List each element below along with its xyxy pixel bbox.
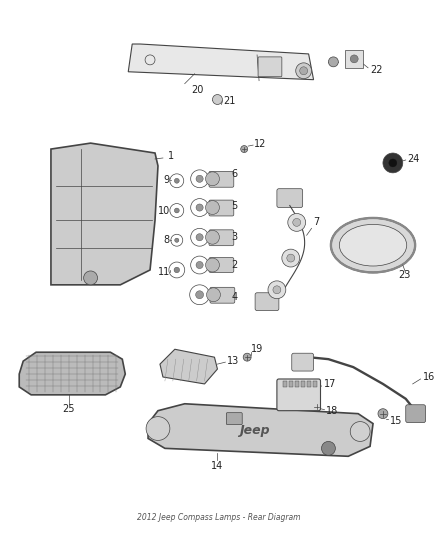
Text: 1: 1 xyxy=(168,151,174,161)
Text: 15: 15 xyxy=(390,416,402,426)
Circle shape xyxy=(328,57,338,67)
Text: 11: 11 xyxy=(158,267,170,277)
Text: 21: 21 xyxy=(223,96,236,107)
Text: 12: 12 xyxy=(254,139,266,149)
Circle shape xyxy=(205,172,219,185)
Circle shape xyxy=(273,286,281,294)
Circle shape xyxy=(350,422,370,441)
Text: 2: 2 xyxy=(231,260,237,270)
Text: 14: 14 xyxy=(211,461,223,471)
Circle shape xyxy=(196,262,203,269)
Circle shape xyxy=(389,159,397,167)
Text: 13: 13 xyxy=(227,356,240,366)
Circle shape xyxy=(350,55,358,63)
Text: 24: 24 xyxy=(408,154,420,164)
Circle shape xyxy=(241,146,247,152)
Bar xyxy=(307,381,311,387)
FancyBboxPatch shape xyxy=(226,413,242,425)
Circle shape xyxy=(293,219,300,227)
Circle shape xyxy=(196,233,203,241)
Circle shape xyxy=(196,175,203,182)
FancyBboxPatch shape xyxy=(277,189,303,207)
Bar xyxy=(295,381,299,387)
Circle shape xyxy=(296,63,311,79)
Circle shape xyxy=(205,200,219,214)
Circle shape xyxy=(174,179,179,183)
Text: 23: 23 xyxy=(398,270,410,280)
Circle shape xyxy=(383,153,403,173)
Circle shape xyxy=(212,94,223,104)
Text: 5: 5 xyxy=(231,200,237,211)
FancyBboxPatch shape xyxy=(255,293,279,311)
FancyBboxPatch shape xyxy=(209,230,234,246)
Circle shape xyxy=(288,214,306,231)
Text: 19: 19 xyxy=(251,344,263,354)
Bar xyxy=(345,50,363,68)
FancyBboxPatch shape xyxy=(209,200,234,216)
Circle shape xyxy=(207,288,220,302)
Circle shape xyxy=(287,254,295,262)
Text: 17: 17 xyxy=(324,379,336,389)
Text: 6: 6 xyxy=(231,169,237,179)
Polygon shape xyxy=(148,404,373,456)
Polygon shape xyxy=(19,352,125,395)
Bar xyxy=(313,381,317,387)
Circle shape xyxy=(282,249,300,267)
Circle shape xyxy=(313,403,321,411)
Circle shape xyxy=(146,417,170,440)
Circle shape xyxy=(268,281,286,298)
Text: 8: 8 xyxy=(164,235,170,245)
Circle shape xyxy=(84,271,98,285)
Text: 16: 16 xyxy=(423,372,435,382)
Text: 4: 4 xyxy=(231,292,237,302)
Circle shape xyxy=(205,258,219,272)
Circle shape xyxy=(196,291,204,298)
Circle shape xyxy=(321,441,336,455)
Polygon shape xyxy=(128,44,314,80)
Text: 9: 9 xyxy=(164,175,170,185)
Bar xyxy=(300,381,305,387)
Circle shape xyxy=(378,409,388,418)
FancyBboxPatch shape xyxy=(210,287,235,303)
Circle shape xyxy=(243,353,251,361)
Text: 3: 3 xyxy=(231,232,237,243)
Ellipse shape xyxy=(339,224,407,266)
FancyBboxPatch shape xyxy=(258,57,282,77)
Text: 2012 Jeep Compass Lamps - Rear Diagram: 2012 Jeep Compass Lamps - Rear Diagram xyxy=(137,513,300,522)
FancyBboxPatch shape xyxy=(277,379,321,411)
Text: 25: 25 xyxy=(63,403,75,414)
Circle shape xyxy=(174,208,179,213)
Circle shape xyxy=(175,238,179,243)
Circle shape xyxy=(300,67,307,75)
Polygon shape xyxy=(51,143,158,285)
FancyBboxPatch shape xyxy=(209,257,234,272)
Circle shape xyxy=(174,267,180,273)
Text: Jeep: Jeep xyxy=(239,424,269,437)
FancyBboxPatch shape xyxy=(209,172,234,187)
Bar xyxy=(283,381,287,387)
Text: 22: 22 xyxy=(370,65,382,75)
Text: 10: 10 xyxy=(158,206,170,215)
FancyBboxPatch shape xyxy=(406,405,426,423)
Polygon shape xyxy=(160,349,217,384)
Text: 18: 18 xyxy=(326,406,339,416)
Text: 20: 20 xyxy=(191,85,204,94)
Bar xyxy=(289,381,293,387)
Circle shape xyxy=(205,230,219,244)
Ellipse shape xyxy=(331,218,415,272)
Circle shape xyxy=(196,204,203,211)
Text: 7: 7 xyxy=(314,217,320,228)
FancyBboxPatch shape xyxy=(292,353,314,371)
